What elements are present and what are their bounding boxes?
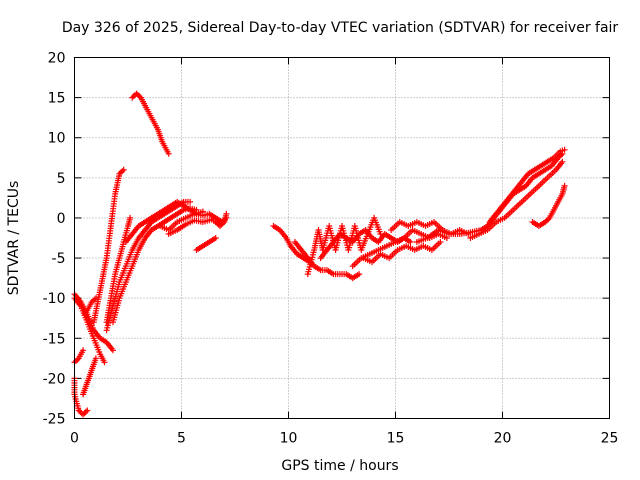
x-tick-label: 15 [387, 431, 405, 447]
data-segment-24 [467, 158, 566, 241]
data-point-markers [71, 347, 87, 366]
y-tick-label: -20 [43, 371, 66, 387]
data-point-markers [193, 235, 219, 253]
y-tick-label: 0 [57, 211, 66, 227]
data-segment-8 [103, 198, 194, 334]
data-segment-26 [529, 182, 568, 229]
y-tick-label: 10 [48, 131, 66, 147]
data-point-markers [467, 158, 566, 241]
x-tick-label: 10 [280, 431, 298, 447]
x-tick-label: 25 [601, 431, 619, 447]
data-point-markers [212, 210, 230, 229]
data-point-markers [529, 182, 568, 229]
plot-frame [74, 57, 610, 419]
x-tick-label: 20 [494, 431, 512, 447]
x-axis-label: GPS time / hours [281, 458, 398, 474]
data-segment-14 [193, 235, 219, 253]
data-segment-2 [71, 347, 87, 366]
data-point-markers [122, 198, 206, 245]
y-axis-label: SDTVAR / TECUs [6, 181, 22, 296]
data-point-markers [103, 198, 194, 334]
x-tick-label: 0 [70, 431, 79, 447]
data-segment-15 [129, 90, 172, 157]
y-tick-label: 5 [57, 171, 66, 187]
chart-title: Day 326 of 2025, Sidereal Day-to-day VTE… [62, 20, 619, 36]
data-point-markers [103, 214, 134, 326]
data-segment-5 [82, 295, 99, 318]
data-series [71, 90, 568, 418]
data-segment-4 [80, 355, 99, 398]
data-point-markers [80, 355, 99, 398]
data-segment-21 [360, 239, 444, 266]
data-segment-10 [122, 198, 206, 245]
grid-lines [74, 57, 610, 419]
y-tick-label: -10 [43, 291, 66, 307]
y-tick-label: 15 [48, 91, 66, 107]
data-point-markers [82, 295, 99, 318]
axis-tick-labels: 0 5 10 15 20 25 -25 -20 -15 -10 -5 0 5 10 15 20 [43, 51, 619, 447]
data-point-markers [360, 239, 444, 266]
data-point-markers [129, 90, 172, 157]
data-segment-25 [486, 146, 568, 225]
data-segment-7 [103, 214, 134, 326]
data-point-markers [486, 146, 568, 225]
data-segment-6 [90, 166, 127, 326]
data-segment-13 [212, 210, 230, 229]
y-tick-label: -5 [52, 251, 66, 267]
x-tick-label: 5 [177, 431, 186, 447]
y-tick-label: 20 [48, 51, 66, 67]
y-tick-label: -25 [43, 412, 66, 428]
data-point-markers [90, 166, 127, 326]
y-tick-label: -15 [43, 331, 66, 347]
